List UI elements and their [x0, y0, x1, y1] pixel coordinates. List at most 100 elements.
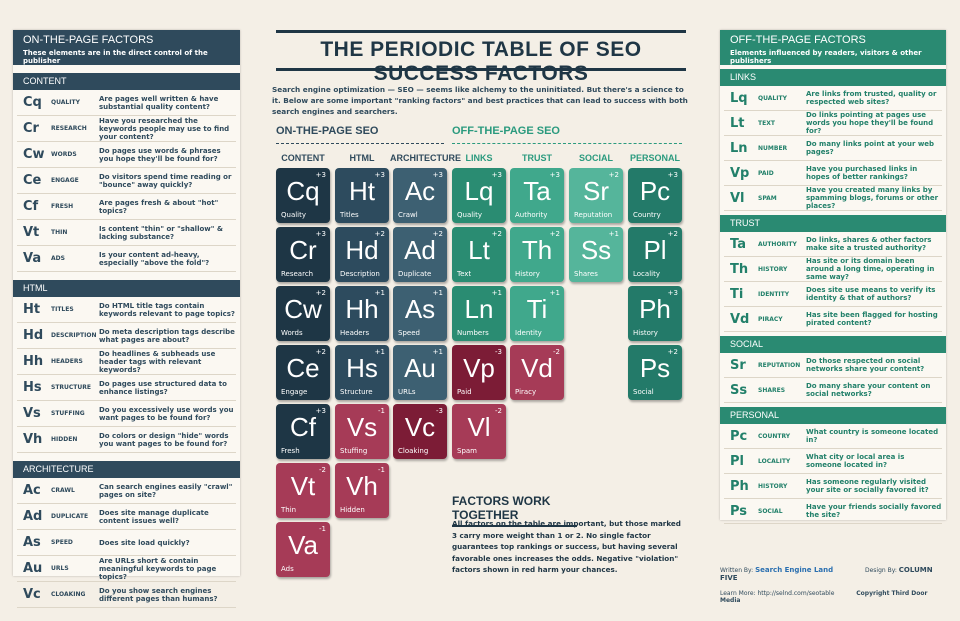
tile-weight: +2	[608, 171, 619, 179]
tile-symbol: Hs	[346, 353, 378, 383]
tile-symbol: Ce	[286, 353, 320, 383]
tile-symbol: Ad	[404, 235, 436, 265]
element-tile: Ln Numbers +1	[452, 286, 506, 341]
factor-description: Are URLs short & contain meaningful keyw…	[99, 556, 217, 581]
tile-weight: +3	[667, 289, 678, 297]
column-header: ARCHITECTURE	[390, 153, 461, 163]
factor-symbol: Vh	[23, 432, 43, 447]
factor-name: SOCIAL	[758, 507, 783, 515]
tile-symbol: Vh	[346, 471, 378, 501]
credit-name: Search Engine Land	[755, 566, 834, 574]
factor-row: Vs STUFFING Do you excessively use words y…	[17, 401, 236, 427]
element-tile: As Speed +1	[393, 286, 447, 341]
intro: Search engine optimization — SEO — seems…	[272, 85, 688, 116]
factor-description: Do you excessively use words you want pa…	[99, 405, 234, 422]
factor-symbol: Lt	[730, 115, 745, 131]
element-tile: Cr Research +3	[276, 227, 330, 282]
factor-symbol: Cq	[23, 95, 42, 110]
factor-description: Do links, shares & other factors make si…	[806, 236, 932, 252]
element-tile: Sr Reputation +2	[569, 168, 623, 223]
tile-name: Quality	[457, 211, 483, 219]
factor-row: Ad DUPLICATE Does site manage duplicate co…	[17, 504, 236, 530]
factor-symbol: As	[23, 535, 41, 550]
section-heading: HTML	[13, 280, 240, 297]
column-header: HTML	[349, 153, 375, 163]
factor-symbol: Ac	[23, 483, 41, 498]
tile-name: Description	[340, 270, 380, 278]
factor-row: Lt TEXT Do links pointing at pages use wor…	[724, 111, 942, 136]
tile-symbol: Va	[288, 530, 318, 560]
factor-row: Ph HISTORY Has someone regularly visited y…	[724, 474, 942, 499]
factor-name: AUTHORITY	[758, 240, 797, 248]
factor-description: Have you researched the keywords people …	[99, 116, 230, 141]
tile-symbol: Ht	[349, 176, 375, 206]
tile-symbol: Pc	[639, 176, 671, 206]
factor-description: Are pages well written & have substantia…	[99, 94, 219, 111]
tile-name: Numbers	[457, 329, 489, 337]
factor-row: Pc COUNTRY What country is someone located…	[724, 424, 942, 449]
column-header: PERSONAL	[629, 153, 680, 163]
factor-symbol: Ta	[730, 236, 746, 252]
factor-row: Ss SHARES Do many share your content on so…	[724, 378, 942, 403]
factor-name: PAID	[758, 169, 774, 177]
factor-name: ADS	[51, 255, 65, 262]
credit-url[interactable]: http://selnd.com/seotable	[757, 590, 835, 597]
factor-symbol: Cr	[23, 121, 39, 136]
footer-text: All factors on the table are important, …	[452, 519, 681, 574]
factor-name: REPUTATION	[758, 361, 801, 369]
factor-symbol: Pc	[730, 428, 748, 444]
tile-symbol: Sr	[583, 176, 609, 206]
factor-name: TEXT	[758, 119, 775, 127]
factor-row: Th HISTORY Has site or its domain been aro…	[724, 257, 942, 282]
factor-row: Va ADS Is your content ad-heavy, especiall…	[17, 246, 236, 272]
element-tile: Cf Fresh +3	[276, 404, 330, 459]
tile-symbol: Ps	[639, 353, 671, 383]
element-tile: Vl Spam -2	[452, 404, 506, 459]
tile-weight: +2	[491, 230, 502, 238]
factor-description: Are links from trusted, quality or respe…	[806, 90, 937, 106]
factor-name: IDENTITY	[758, 290, 790, 298]
tile-weight: +1	[491, 289, 502, 297]
group-rule	[276, 143, 444, 144]
section-heading: CONTENT	[13, 73, 240, 90]
factor-name: COUNTRY	[758, 432, 791, 440]
tile-name: History	[633, 329, 658, 337]
tile-weight: +3	[374, 171, 385, 179]
factor-description: Have you purchased links in hopes of bet…	[806, 165, 918, 181]
tile-weight: +2	[549, 230, 560, 238]
element-tile: Hd Description +2	[335, 227, 389, 282]
factor-symbol: Au	[23, 561, 43, 576]
tile-symbol: Ti	[526, 294, 548, 324]
tile-name: Locality	[633, 270, 660, 278]
element-tile: Pc Country +3	[628, 168, 682, 223]
factor-description: Does site manage duplicate content issue…	[99, 508, 209, 525]
element-tile: Ta Authority +3	[510, 168, 564, 223]
factor-name: STRUCTURE	[51, 384, 91, 391]
element-tile: Vt Thin -2	[276, 463, 330, 518]
tile-symbol: Cr	[289, 235, 317, 265]
element-tile: Ce Engage +2	[276, 345, 330, 400]
factor-row: Hs STRUCTURE Do pages use structured data …	[17, 375, 236, 401]
tile-symbol: Pl	[643, 235, 667, 265]
tile-symbol: Ac	[404, 176, 436, 206]
tile-name: Duplicate	[398, 270, 432, 278]
factor-row: Vh HIDDEN Do colors or design "hide" words…	[17, 427, 236, 453]
factor-symbol: Vl	[730, 190, 745, 206]
factor-symbol: Pl	[730, 453, 744, 469]
tile-weight: +2	[667, 348, 678, 356]
factor-description: Does site load quickly?	[99, 538, 190, 547]
factor-row: Ac CRAWL Can search engines easily "crawl"…	[17, 478, 236, 504]
factor-row: Cr RESEARCH Have you researched the keywor…	[17, 116, 236, 142]
tile-symbol: Vc	[404, 412, 436, 442]
factor-description: Do many share your content on social net…	[806, 382, 931, 398]
footer-title: FACTORS WORK TOGETHER	[452, 494, 577, 527]
factor-symbol: Vs	[23, 406, 41, 421]
tile-weight: +2	[667, 230, 678, 238]
credits: Written By: Search Engine Land Design By…	[720, 566, 946, 604]
element-tile: Vp Paid -3	[452, 345, 506, 400]
group-rule	[452, 143, 682, 144]
element-tile: Ac Crawl +3	[393, 168, 447, 223]
element-tile: Cw Words +2	[276, 286, 330, 341]
element-tile: Vd Piracy -2	[510, 345, 564, 400]
tile-symbol: Vt	[290, 471, 316, 501]
